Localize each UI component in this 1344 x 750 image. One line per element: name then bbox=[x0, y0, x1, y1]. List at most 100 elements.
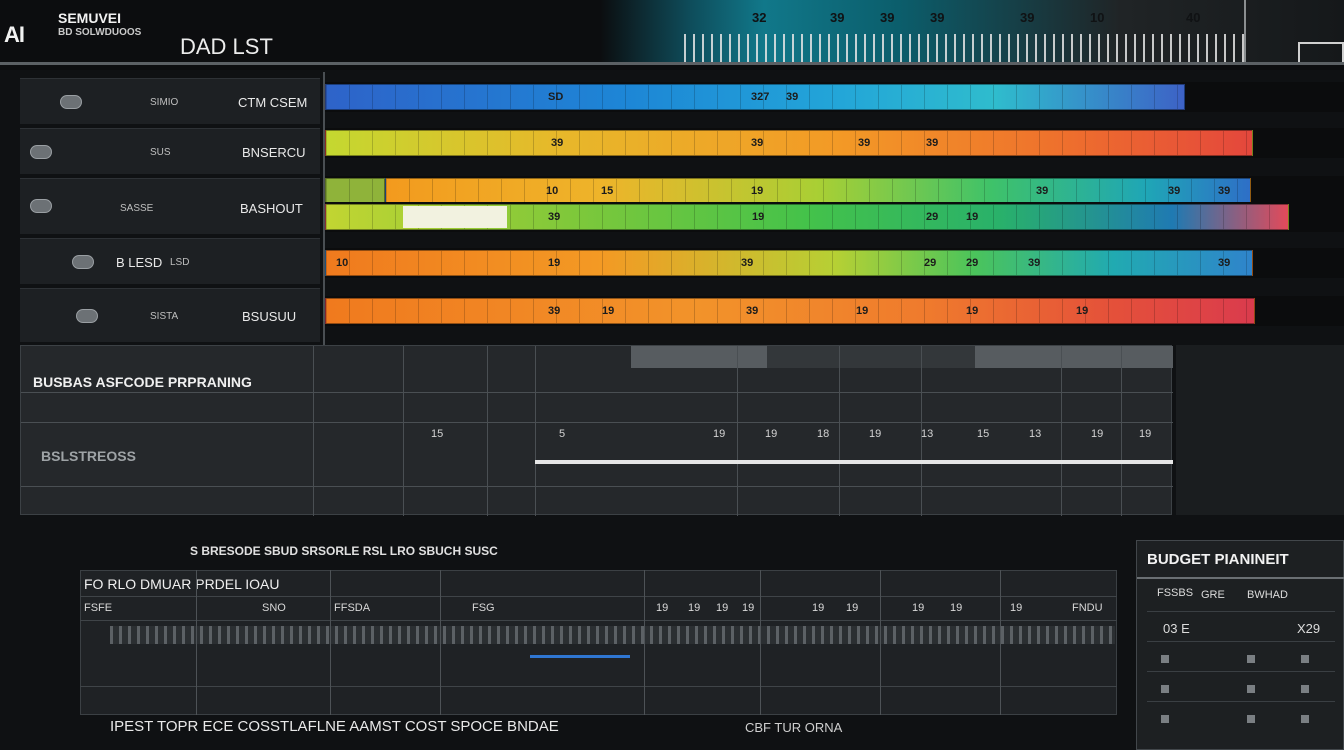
timeline: SIMIO CTM CSEM SUS BNSERCU SASSE BASHOUT… bbox=[0, 72, 1344, 347]
bar-label: 19 bbox=[966, 305, 979, 317]
roadmap-value: 18 bbox=[817, 428, 830, 440]
bar-label: 327 bbox=[751, 91, 770, 103]
cost-value: 19 bbox=[846, 602, 859, 614]
grid-line bbox=[403, 346, 404, 516]
cost-value: 19 bbox=[716, 602, 729, 614]
header-label[interactable]: 39 bbox=[830, 10, 845, 25]
cost-value: 19 bbox=[656, 602, 669, 614]
timeline-row[interactable]: SIMIO CTM CSEM bbox=[20, 78, 320, 124]
row-label: B LESD bbox=[116, 255, 163, 270]
timeline-bar[interactable]: 39 39 39 39 bbox=[325, 130, 1253, 156]
timeline-track: 10 19 39 29 29 39 39 bbox=[325, 248, 1344, 278]
timeline-track: 10 15 19 39 39 39 bbox=[325, 176, 1344, 206]
toggle-icon[interactable] bbox=[72, 255, 94, 269]
bar-label: 39 bbox=[551, 137, 564, 149]
toggle-icon[interactable] bbox=[60, 95, 82, 109]
bar-label: 19 bbox=[602, 305, 615, 317]
roadmap-value: 19 bbox=[1139, 428, 1152, 440]
header-label[interactable]: 39 bbox=[880, 10, 895, 25]
budget-title: BUDGET PIANINEIT bbox=[1147, 551, 1289, 568]
budget-panel: BUDGET PIANINEIT FSSBS GRE BWHAD 03 E X2… bbox=[1136, 540, 1344, 750]
grid-line bbox=[196, 570, 197, 715]
budget-cell[interactable] bbox=[1247, 655, 1255, 663]
header-label[interactable]: 10 bbox=[1090, 10, 1105, 25]
header-label[interactable]: 32 bbox=[752, 10, 767, 25]
budget-cell[interactable] bbox=[1301, 685, 1309, 693]
roadmap-toolbar bbox=[631, 346, 1173, 368]
timeline-track: 39 19 29 19 bbox=[325, 202, 1344, 232]
header-action-box[interactable] bbox=[1298, 42, 1344, 64]
selection-highlight[interactable] bbox=[403, 206, 507, 228]
bar-label: 39 bbox=[751, 137, 764, 149]
bar-label: 39 bbox=[1028, 257, 1041, 269]
budget-value: X29 bbox=[1297, 621, 1321, 636]
row-label: CTM CSEM bbox=[238, 95, 308, 110]
grid-line bbox=[21, 486, 1173, 487]
timeline-row[interactable]: SISTA BSUSUU bbox=[20, 288, 320, 342]
roadmap-value: 19 bbox=[765, 428, 778, 440]
budget-cell[interactable] bbox=[1301, 715, 1309, 723]
timeline-row[interactable]: LSD B LESD bbox=[20, 238, 320, 284]
timeline-row[interactable]: SASSE BASHOUT bbox=[20, 178, 320, 234]
toggle-icon[interactable] bbox=[30, 199, 52, 213]
timeline-bar[interactable]: 10 15 19 39 39 39 bbox=[385, 178, 1251, 204]
roadmap-value: 19 bbox=[1091, 428, 1104, 440]
budget-cell[interactable] bbox=[1301, 655, 1309, 663]
cost-marker-line bbox=[530, 655, 630, 658]
grid-line bbox=[80, 620, 1117, 621]
timeline-bar[interactable]: SD 327 39 bbox=[325, 84, 1185, 110]
roadmap-title: BUSBAS ASFCODE PRPRANING bbox=[33, 374, 252, 390]
budget-label: FSSBS bbox=[1157, 587, 1194, 599]
toggle-icon[interactable] bbox=[30, 145, 52, 159]
timeline-divider bbox=[323, 72, 325, 347]
roadmap-progress-line bbox=[535, 460, 1173, 464]
cost-title: FO RLO DMUAR PRDEL IOAU bbox=[84, 576, 280, 592]
timeline-track: 39 19 39 19 19 19 bbox=[325, 296, 1344, 326]
roadmap-value: 5 bbox=[559, 428, 566, 440]
grid-line bbox=[644, 570, 645, 715]
header-label[interactable]: 39 bbox=[930, 10, 945, 25]
row-tag: LSD bbox=[170, 257, 190, 268]
bar-label: 39 bbox=[548, 211, 561, 223]
budget-cell[interactable] bbox=[1161, 715, 1169, 723]
budget-cell[interactable] bbox=[1247, 685, 1255, 693]
roadmap-tab[interactable] bbox=[975, 346, 1173, 368]
roadmap-side-panel bbox=[1176, 345, 1344, 515]
grid-line bbox=[1061, 346, 1062, 516]
header-label[interactable]: 40 bbox=[1186, 10, 1201, 25]
timeline-row[interactable]: SUS BNSERCU bbox=[20, 128, 320, 174]
roadmap-value: 19 bbox=[713, 428, 726, 440]
cost-value: 19 bbox=[1010, 602, 1023, 614]
bar-label: 19 bbox=[966, 211, 979, 223]
bar-label: 39 bbox=[926, 137, 939, 149]
cost-band bbox=[110, 626, 1115, 644]
budget-cell[interactable] bbox=[1161, 655, 1169, 663]
bar-label: 39 bbox=[1036, 185, 1049, 197]
timeline-bar[interactable]: 39 19 39 19 19 19 bbox=[325, 298, 1255, 324]
bar-label: 19 bbox=[856, 305, 869, 317]
toggle-icon[interactable] bbox=[76, 309, 98, 323]
budget-label: BWHAD bbox=[1247, 589, 1288, 601]
row-label: BSUSUU bbox=[242, 309, 297, 324]
grid-line bbox=[737, 346, 738, 516]
grid-line bbox=[313, 346, 314, 516]
row-tag: SUS bbox=[150, 147, 171, 158]
budget-cell[interactable] bbox=[1161, 685, 1169, 693]
timeline-bar[interactable]: 10 19 39 29 29 39 39 bbox=[325, 250, 1253, 276]
budget-divider bbox=[1137, 577, 1344, 579]
row-tag: SIMIO bbox=[150, 97, 179, 108]
timeline-bar-lead[interactable] bbox=[325, 178, 385, 204]
cost-value: FSG bbox=[472, 602, 495, 614]
grid-line bbox=[535, 346, 536, 516]
bar-label: 39 bbox=[746, 305, 759, 317]
cost-value: 19 bbox=[912, 602, 925, 614]
app-logo[interactable]: AI bbox=[4, 22, 25, 47]
budget-cell[interactable] bbox=[1247, 715, 1255, 723]
budget-row-divider bbox=[1147, 671, 1335, 672]
roadmap-value: 13 bbox=[1029, 428, 1042, 440]
cost-footer-secondary[interactable]: CBF TUR ORNA bbox=[745, 720, 843, 735]
bar-label: 29 bbox=[924, 257, 937, 269]
roadmap-tab[interactable] bbox=[631, 346, 767, 368]
cost-value: 19 bbox=[688, 602, 701, 614]
header-label[interactable]: 39 bbox=[1020, 10, 1035, 25]
